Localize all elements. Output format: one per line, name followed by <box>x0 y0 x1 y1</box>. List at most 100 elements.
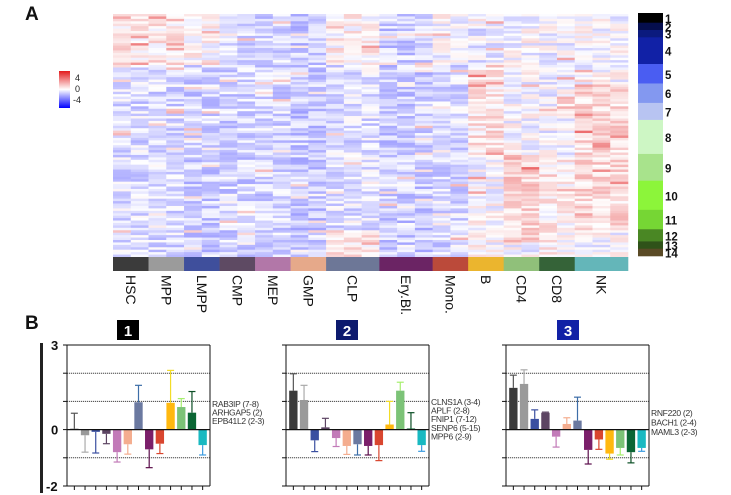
heatmap-cell <box>397 55 416 59</box>
heatmap-cell <box>148 23 167 27</box>
heatmap-cell <box>290 35 309 39</box>
heatmap-cell <box>485 38 504 42</box>
heatmap-cell <box>148 145 167 148</box>
heatmap-cell <box>485 157 504 161</box>
heatmap-cell <box>379 62 398 66</box>
heatmap-cell <box>397 38 416 42</box>
heatmap-cell <box>397 74 416 78</box>
heatmap-cell <box>343 179 362 182</box>
heatmap-cell <box>574 140 593 144</box>
heatmap-cell <box>485 16 504 20</box>
heatmap-cell <box>290 227 309 231</box>
gene-label: BACH1 (2-4) <box>651 418 697 428</box>
heatmap-cell <box>237 140 256 144</box>
heatmap-cell <box>556 106 576 110</box>
heatmap-cell <box>113 67 132 71</box>
heatmap-cell <box>184 116 203 119</box>
heatmap-cell <box>290 171 309 175</box>
heatmap-cell <box>343 196 362 199</box>
heatmap-cell <box>432 237 451 241</box>
heatmap-cell <box>255 142 274 146</box>
gene-label: MPP6 (2-9) <box>431 431 472 441</box>
heatmap-cell <box>290 174 309 178</box>
heatmap-cell <box>290 193 309 197</box>
heatmap-cell <box>379 84 398 88</box>
heatmap-cell <box>113 242 132 246</box>
heatmap-cell <box>610 16 629 20</box>
heatmap-cell <box>113 220 132 224</box>
heatmap-cell <box>237 113 256 117</box>
heatmap-cell <box>556 140 576 144</box>
heatmap-cell <box>201 198 220 202</box>
heatmap-cell <box>574 28 593 32</box>
heatmap-cell <box>574 60 593 63</box>
heatmap-cell <box>148 152 167 156</box>
heatmap-cell <box>148 65 167 68</box>
heatmap-cell <box>539 171 558 175</box>
heatmap-cell <box>166 96 185 100</box>
row-cluster-8 <box>638 119 663 155</box>
heatmap-cell <box>450 28 469 32</box>
heatmap-cell <box>113 35 132 39</box>
heatmap-cell <box>521 40 540 44</box>
heatmap-cell <box>432 18 451 22</box>
heatmap-cell <box>414 106 433 110</box>
heatmap-cell <box>539 60 558 63</box>
heatmap-cell <box>468 133 487 136</box>
heatmap-cell <box>308 225 327 229</box>
heatmap-cell <box>592 31 611 34</box>
heatmap-cell <box>574 252 593 255</box>
heatmap-cell <box>450 67 469 71</box>
heatmap-cell <box>503 65 522 68</box>
heatmap-cell <box>166 242 185 246</box>
heatmap-cell <box>414 215 433 219</box>
heatmap-cell <box>379 43 398 46</box>
heatmap-cell <box>308 154 327 158</box>
heatmap-cell <box>556 220 576 224</box>
heatmap-cell <box>290 208 309 212</box>
bar-cmp <box>541 412 550 430</box>
heatmap-cell <box>113 133 132 136</box>
heatmap-cell <box>113 128 132 131</box>
heatmap-cell <box>397 62 416 66</box>
heatmap-cell <box>130 16 149 20</box>
heatmap-cell <box>450 191 469 195</box>
heatmap-cell <box>610 252 629 255</box>
row-cluster-label: 9 <box>665 163 671 175</box>
heatmap-cell <box>468 247 487 251</box>
heatmap-cell <box>450 205 469 209</box>
heatmap-cell <box>343 208 362 212</box>
heatmap-cell <box>610 188 629 192</box>
heatmap-cell <box>592 174 611 178</box>
heatmap-cell <box>610 184 629 187</box>
heatmap-cell <box>237 152 256 156</box>
heatmap-cell <box>219 167 238 170</box>
heatmap-cell <box>201 237 220 241</box>
heatmap-cell <box>379 237 398 241</box>
heatmap-cell <box>574 72 593 76</box>
heatmap-cell <box>432 14 451 17</box>
heatmap-cell <box>113 69 132 73</box>
heatmap-cell <box>255 133 274 136</box>
heatmap-cell <box>521 169 540 173</box>
heatmap-cell <box>379 133 398 136</box>
heatmap-cell <box>290 164 309 168</box>
heatmap-cell <box>272 55 291 59</box>
heatmap-cell <box>113 254 132 258</box>
heatmap-cell <box>592 35 611 39</box>
heatmap-cell <box>592 164 611 168</box>
heatmap-cell <box>272 176 291 180</box>
heatmap-cell <box>397 120 416 124</box>
heatmap-cell <box>290 237 309 241</box>
heatmap-cell <box>592 16 611 20</box>
heatmap-cell <box>574 147 593 151</box>
heatmap-cell <box>201 72 220 76</box>
heatmap-cell <box>326 147 345 151</box>
heatmap-cell <box>237 157 256 161</box>
heatmap-cell <box>521 48 540 51</box>
celltype-band-mono <box>432 257 469 271</box>
heatmap-cell <box>556 147 576 151</box>
heatmap-cell <box>503 113 522 117</box>
heatmap-cell <box>361 91 380 95</box>
